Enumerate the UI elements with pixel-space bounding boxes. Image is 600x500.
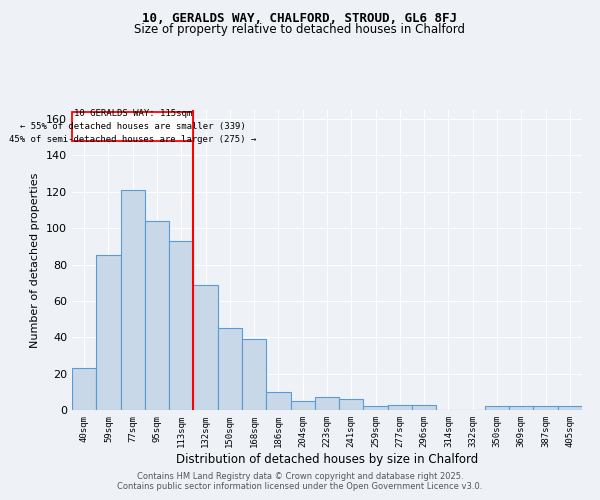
X-axis label: Distribution of detached houses by size in Chalford: Distribution of detached houses by size … <box>176 452 478 466</box>
Bar <box>96 256 121 410</box>
Bar <box>169 241 193 410</box>
Bar <box>315 398 339 410</box>
Y-axis label: Number of detached properties: Number of detached properties <box>31 172 40 348</box>
Bar <box>218 328 242 410</box>
Bar <box>339 399 364 410</box>
FancyBboxPatch shape <box>72 112 193 141</box>
Bar <box>509 406 533 410</box>
Text: Contains HM Land Registry data © Crown copyright and database right 2025.: Contains HM Land Registry data © Crown c… <box>137 472 463 481</box>
Text: 10, GERALDS WAY, CHALFORD, STROUD, GL6 8FJ: 10, GERALDS WAY, CHALFORD, STROUD, GL6 8… <box>143 12 458 26</box>
Bar <box>364 406 388 410</box>
Bar <box>558 406 582 410</box>
Bar <box>145 221 169 410</box>
Bar <box>72 368 96 410</box>
Bar <box>121 190 145 410</box>
Text: Contains public sector information licensed under the Open Government Licence v3: Contains public sector information licen… <box>118 482 482 491</box>
Bar <box>290 401 315 410</box>
Text: 10 GERALDS WAY: 115sqm
← 55% of detached houses are smaller (339)
45% of semi-de: 10 GERALDS WAY: 115sqm ← 55% of detached… <box>9 108 256 144</box>
Bar <box>533 406 558 410</box>
Bar <box>242 339 266 410</box>
Bar <box>485 406 509 410</box>
Bar <box>193 284 218 410</box>
Bar <box>266 392 290 410</box>
Bar <box>388 404 412 410</box>
Bar <box>412 404 436 410</box>
Text: Size of property relative to detached houses in Chalford: Size of property relative to detached ho… <box>134 22 466 36</box>
